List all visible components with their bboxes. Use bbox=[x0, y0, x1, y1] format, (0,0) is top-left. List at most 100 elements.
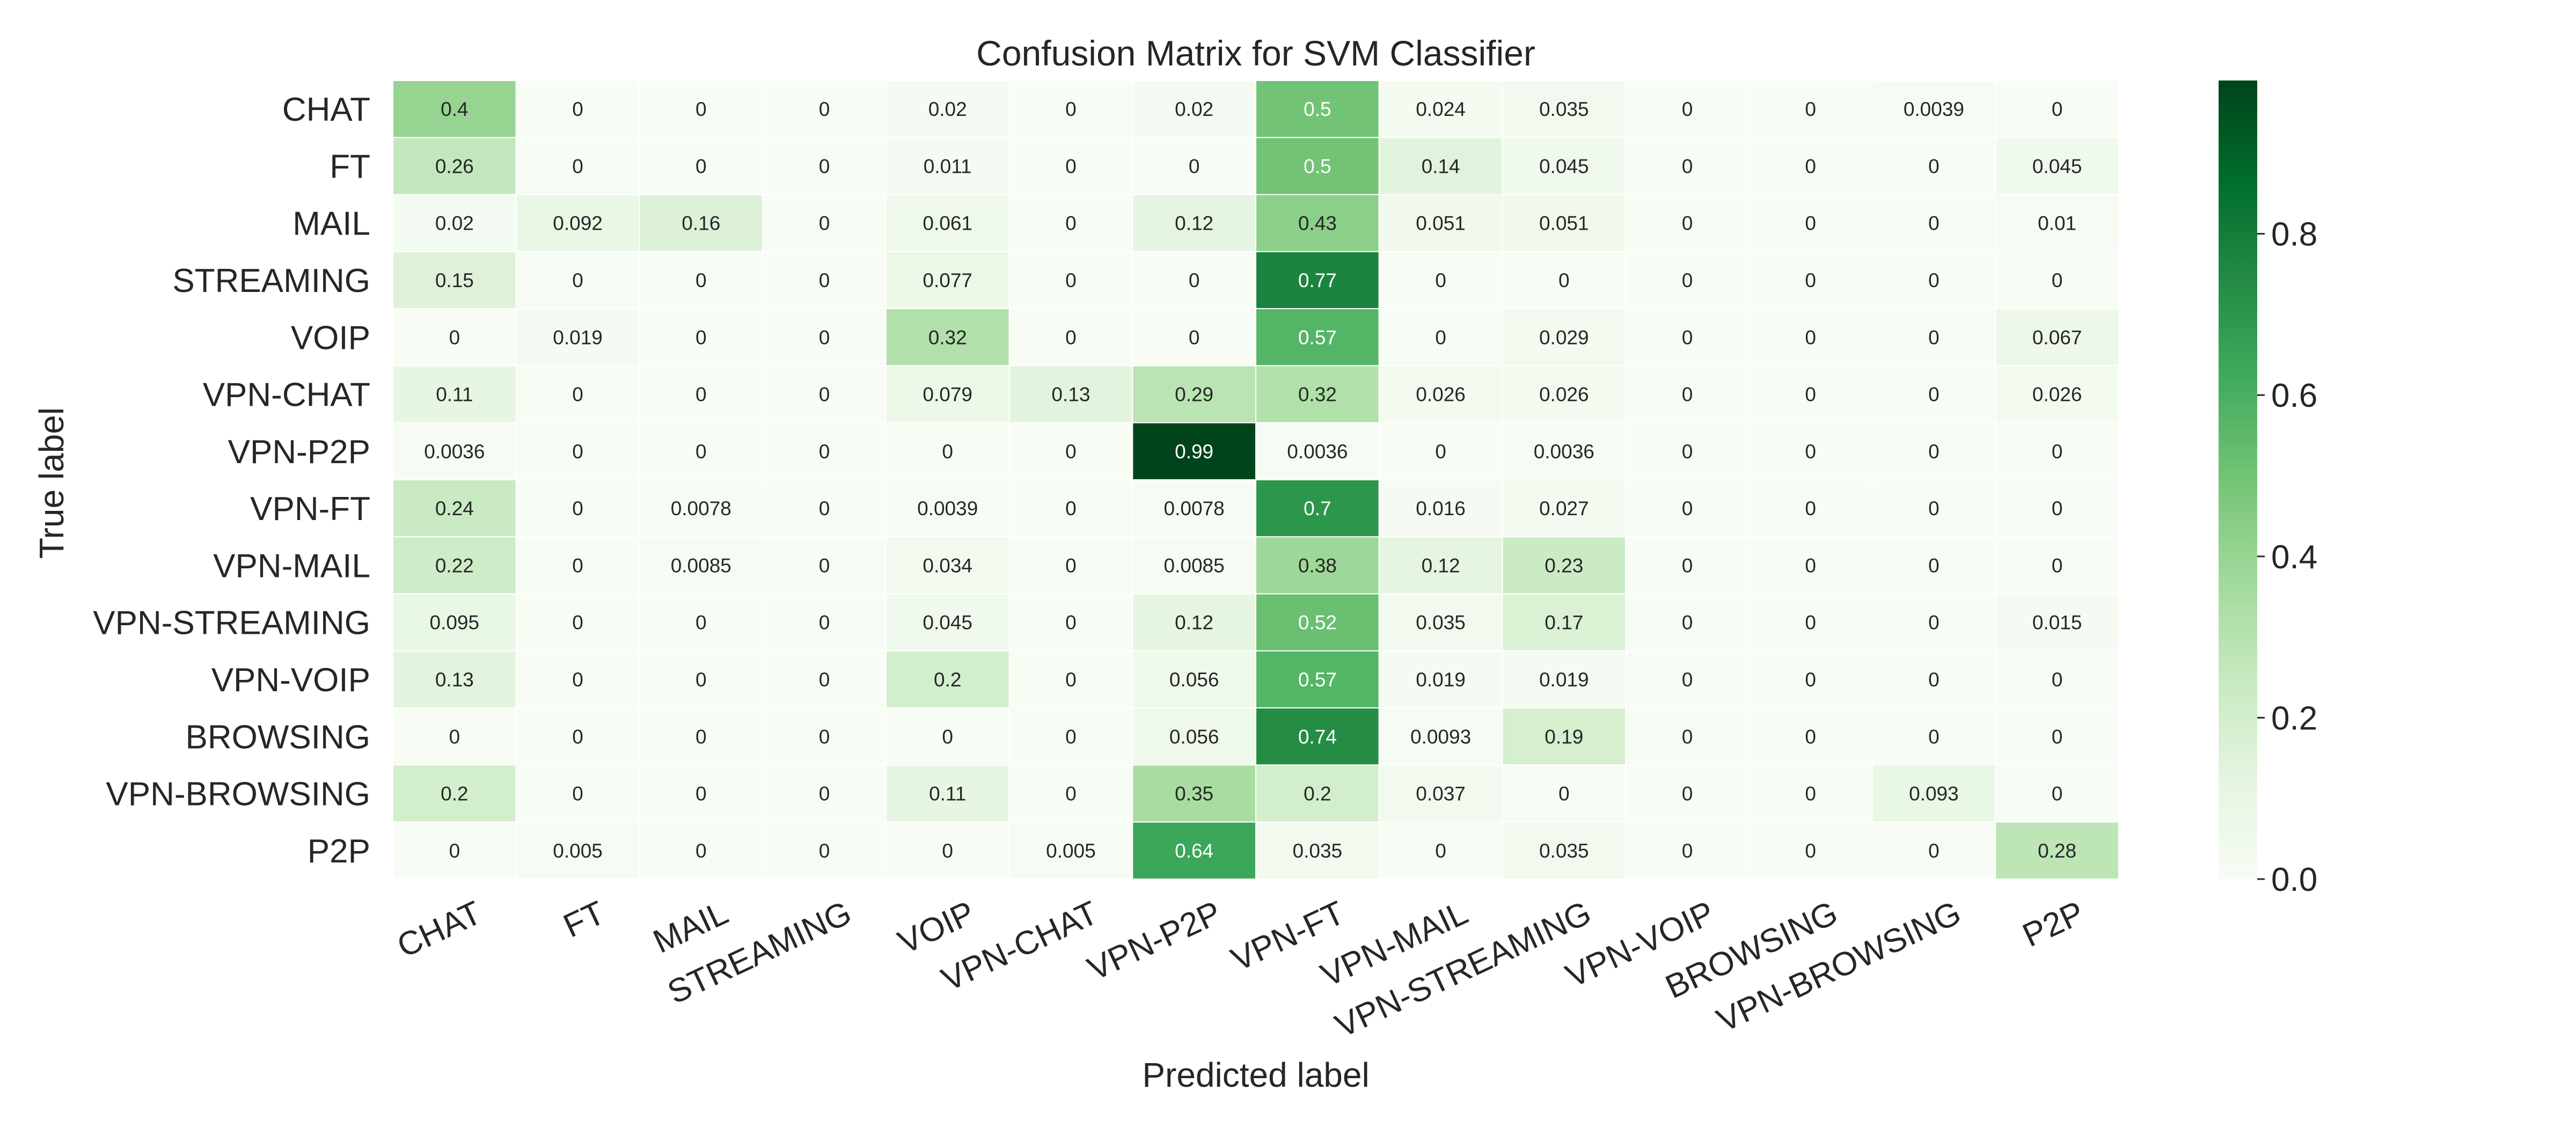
heatmap-cell bbox=[1871, 80, 1996, 138]
cell-value-label: 0 bbox=[696, 269, 707, 291]
cell-value-label: 0 bbox=[1805, 98, 1816, 120]
heatmap-cell bbox=[1625, 365, 1750, 423]
heatmap-cell bbox=[1378, 764, 1503, 823]
cell-value-label: 0.026 bbox=[1539, 384, 1589, 406]
cell-value-label: 0 bbox=[2052, 441, 2063, 463]
cell-value-label: 0 bbox=[572, 441, 583, 463]
x-tick-label: CHAT bbox=[392, 894, 487, 965]
heatmap-cell bbox=[762, 365, 887, 423]
cell-value-label: 0 bbox=[572, 384, 583, 406]
y-tick-labels: CHAT FT MAIL STREAMING VOIP VPN-CHAT VPN-P2P VP… bbox=[93, 91, 370, 870]
cell-value-label: 0.77 bbox=[1298, 269, 1337, 291]
cell-value-label: 0 bbox=[1805, 213, 1816, 235]
heatmap-cell bbox=[1502, 308, 1627, 367]
heatmap-cell bbox=[1502, 80, 1627, 138]
cell-value-label: 0 bbox=[1805, 269, 1816, 291]
heatmap-cell bbox=[1871, 821, 1996, 880]
cell-value-label: 0.029 bbox=[1539, 326, 1589, 348]
y-tick-label: VPN-VOIP bbox=[211, 662, 370, 699]
heatmap-cell bbox=[1748, 365, 1873, 423]
cell-value-label: 0.024 bbox=[1416, 98, 1466, 120]
cell-value-label: 0 bbox=[1065, 554, 1077, 576]
cell-value-label: 0.005 bbox=[553, 840, 603, 862]
cell-value-label: 0 bbox=[1435, 441, 1446, 463]
cell-value-label: 0 bbox=[572, 612, 583, 634]
heatmap-cell bbox=[1132, 422, 1256, 481]
cell-value-label: 0 bbox=[2052, 269, 2063, 291]
cell-value-label: 0 bbox=[1065, 441, 1077, 463]
heatmap-cell bbox=[639, 707, 764, 766]
heatmap-cell bbox=[1132, 650, 1256, 709]
cell-value-label: 0.22 bbox=[435, 554, 474, 576]
cell-value-label: 0 bbox=[819, 554, 830, 576]
heatmap-cell bbox=[1625, 251, 1750, 310]
cell-value-label: 0 bbox=[1682, 269, 1693, 291]
cell-value-label: 0.027 bbox=[1539, 497, 1589, 519]
heatmap-cell bbox=[515, 80, 640, 138]
heatmap-cell bbox=[1748, 593, 1873, 652]
colorbar-tick-label: 0.8 bbox=[2271, 216, 2317, 253]
cell-value-label: 0 bbox=[1682, 726, 1693, 748]
cell-value-label: 0.0085 bbox=[671, 554, 731, 576]
cell-value-label: 0.0039 bbox=[1904, 98, 1964, 120]
heatmap-cell bbox=[392, 251, 517, 310]
y-tick-label: VPN-CHAT bbox=[203, 377, 370, 414]
heatmap-cell bbox=[1995, 650, 2119, 709]
heatmap-cell bbox=[1378, 650, 1503, 709]
cell-value-label: 0.0039 bbox=[917, 497, 978, 519]
cell-value-label: 0 bbox=[819, 98, 830, 120]
heatmap-cell bbox=[762, 821, 887, 880]
cell-value-label: 0 bbox=[819, 213, 830, 235]
cell-value-label: 0 bbox=[819, 840, 830, 862]
heatmap-cell bbox=[392, 194, 517, 252]
cell-value-label: 0.035 bbox=[1293, 840, 1343, 862]
cell-value-label: 0 bbox=[1805, 441, 1816, 463]
cell-value-label: 0 bbox=[1928, 326, 1940, 348]
heatmap-cell bbox=[639, 536, 764, 595]
heatmap-cell bbox=[1748, 821, 1873, 880]
cell-value-label: 0.2 bbox=[1304, 783, 1331, 805]
heatmap-cell bbox=[639, 194, 764, 252]
heatmap-cell bbox=[1255, 536, 1380, 595]
heatmap-cell bbox=[1748, 251, 1873, 310]
cell-value-label: 0 bbox=[1805, 840, 1816, 862]
cell-value-label: 0 bbox=[942, 441, 953, 463]
cell-value-label: 0.016 bbox=[1416, 497, 1466, 519]
cell-value-label: 0 bbox=[1928, 726, 1940, 748]
heatmap-cell bbox=[1255, 80, 1380, 138]
heatmap-cell bbox=[515, 365, 640, 423]
heatmap-cell bbox=[1871, 707, 1996, 766]
cell-value-label: 0.32 bbox=[1298, 384, 1337, 406]
cell-value-label: 0 bbox=[819, 155, 830, 177]
cell-value-label: 0.079 bbox=[923, 384, 972, 406]
heatmap-cell bbox=[885, 251, 1010, 310]
heatmap-cell bbox=[1008, 536, 1133, 595]
cell-value-label: 0.011 bbox=[924, 155, 972, 177]
cell-value-label: 0.13 bbox=[1051, 384, 1090, 406]
cell-value-label: 0.0085 bbox=[1164, 554, 1225, 576]
heatmap-cell bbox=[639, 365, 764, 423]
x-tick-label: P2P bbox=[2017, 894, 2090, 954]
cell-value-label: 0.01 bbox=[2038, 213, 2076, 235]
heatmap-cell bbox=[1378, 365, 1503, 423]
heatmap-cell bbox=[1625, 764, 1750, 823]
heatmap-cell bbox=[1132, 536, 1256, 595]
cell-value-label: 0 bbox=[1928, 497, 1940, 519]
cell-value-label: 0 bbox=[1805, 783, 1816, 805]
heatmap-cell bbox=[885, 650, 1010, 709]
y-tick-label: P2P bbox=[308, 833, 370, 870]
cell-value-label: 0.056 bbox=[1169, 669, 1219, 691]
heatmap-cell bbox=[1132, 137, 1256, 195]
cell-value-label: 0.12 bbox=[1175, 213, 1213, 235]
heatmap-cell bbox=[639, 422, 764, 481]
cell-value-label: 0.52 bbox=[1298, 612, 1337, 634]
cell-value-label: 0 bbox=[1558, 269, 1570, 291]
cell-value-label: 0 bbox=[696, 98, 707, 120]
cell-value-label: 0 bbox=[449, 726, 460, 748]
cell-value-label: 0 bbox=[1682, 783, 1693, 805]
heatmap-cell bbox=[515, 479, 640, 538]
heatmap-cell bbox=[1625, 137, 1750, 195]
colorbar-tick-label: 0.4 bbox=[2271, 539, 2317, 576]
cell-value-label: 0 bbox=[572, 497, 583, 519]
